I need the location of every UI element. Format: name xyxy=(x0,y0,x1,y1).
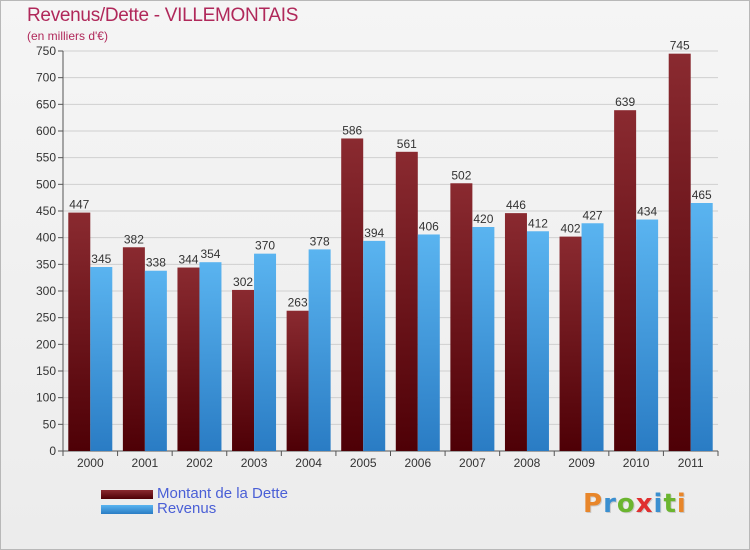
y-tick-label: 0 xyxy=(49,444,56,458)
legend-swatch-dette xyxy=(101,490,153,499)
x-tick-label: 2002 xyxy=(186,456,213,470)
bar-dette xyxy=(177,267,200,451)
bar-dette xyxy=(68,212,91,451)
bar-dette xyxy=(395,151,418,452)
x-tick-label: 2011 xyxy=(678,456,704,470)
y-tick-label: 250 xyxy=(36,311,56,325)
data-label: 378 xyxy=(310,234,330,248)
bar-dette xyxy=(232,289,255,451)
y-tick-label: 50 xyxy=(43,417,57,431)
y-tick-label: 100 xyxy=(36,391,56,405)
data-label: 434 xyxy=(637,205,657,219)
bars xyxy=(68,53,713,452)
data-label: 370 xyxy=(255,239,275,253)
data-label: 406 xyxy=(419,219,439,233)
x-tick-label: 2008 xyxy=(514,456,541,470)
data-label: 263 xyxy=(288,296,308,310)
y-tick-label: 700 xyxy=(36,71,56,85)
y-tick-label: 650 xyxy=(36,97,56,111)
bar-dette xyxy=(341,138,364,451)
bar-dette xyxy=(504,213,527,451)
legend-label-revenus: Revenus xyxy=(157,500,217,517)
y-tick-label: 450 xyxy=(36,204,56,218)
bar-revenus xyxy=(90,267,113,451)
logo-letter: P xyxy=(583,489,604,519)
y-tick-label: 750 xyxy=(36,44,56,58)
data-label: 402 xyxy=(561,222,581,236)
data-label: 382 xyxy=(124,232,144,246)
bar-dette xyxy=(450,183,473,451)
y-tick-label: 150 xyxy=(36,364,56,378)
y-tick-label: 200 xyxy=(36,337,56,351)
logo-letter: o xyxy=(616,489,636,519)
logo-letter: x xyxy=(635,489,654,519)
data-label: 338 xyxy=(146,256,166,270)
x-tick-label: 2009 xyxy=(568,456,595,470)
axes: 0 50 100 150 200 250 300 350 400 450 500 550 600 650 7… xyxy=(36,44,719,470)
bar-revenus xyxy=(254,253,277,451)
logo-letter: i xyxy=(676,489,687,519)
bar-dette xyxy=(559,236,582,451)
bar-revenus xyxy=(472,227,495,451)
legend-label-dette: Montant de la Dette xyxy=(157,485,288,502)
data-label: 427 xyxy=(583,208,603,222)
data-label: 465 xyxy=(692,188,712,202)
bar-revenus xyxy=(144,270,167,451)
data-label: 394 xyxy=(364,226,384,240)
bar-revenus xyxy=(526,231,549,451)
data-label: 447 xyxy=(69,198,89,212)
data-label: 345 xyxy=(91,252,111,266)
proxiti-logo: Proxiti xyxy=(583,489,687,519)
data-label: 561 xyxy=(397,137,417,151)
x-tick-label: 2004 xyxy=(295,456,322,470)
x-tick-label: 2001 xyxy=(132,456,159,470)
bar-dette xyxy=(286,310,309,451)
x-tick-label: 2005 xyxy=(350,456,377,470)
x-tick-label: 2010 xyxy=(623,456,650,470)
data-label: 639 xyxy=(615,95,635,109)
data-label: 502 xyxy=(451,168,471,182)
logo-letter: i xyxy=(653,489,664,519)
y-tick-label: 550 xyxy=(36,151,56,165)
data-label: 446 xyxy=(506,198,526,212)
bar-dette xyxy=(614,110,637,451)
logo-letter: r xyxy=(603,489,617,519)
x-tick-label: 2000 xyxy=(77,456,104,470)
grid-lines xyxy=(63,50,718,452)
y-tick-label: 500 xyxy=(36,177,56,191)
data-label: 412 xyxy=(528,216,548,230)
x-tick-label: 2003 xyxy=(241,456,268,470)
data-label: 586 xyxy=(342,123,362,137)
data-label: 354 xyxy=(200,247,220,261)
chart-title: Revenus/Dette - VILLEMONTAIS xyxy=(27,5,299,26)
y-tick-label: 600 xyxy=(36,124,56,138)
y-tick-label: 300 xyxy=(36,284,56,298)
bar-revenus xyxy=(199,262,222,451)
bar-revenus xyxy=(690,203,713,451)
chart-unit-label: (en milliers d'€) xyxy=(27,29,108,43)
data-label: 344 xyxy=(178,253,198,267)
legend-swatch-revenus xyxy=(101,505,153,514)
x-tick-label: 2006 xyxy=(404,456,431,470)
bar-revenus xyxy=(581,223,604,451)
bar-dette xyxy=(122,247,145,451)
data-label: 302 xyxy=(233,275,253,289)
logo-letter: t xyxy=(663,489,677,519)
bar-dette xyxy=(668,53,691,452)
y-tick-label: 350 xyxy=(36,257,56,271)
data-label: 420 xyxy=(473,212,493,226)
bar-revenus xyxy=(363,240,386,451)
bar-revenus xyxy=(308,249,331,451)
data-label: 745 xyxy=(670,39,690,53)
x-tick-label: 2007 xyxy=(459,456,486,470)
y-tick-label: 400 xyxy=(36,231,56,245)
bar-revenus xyxy=(636,219,659,451)
bar-revenus xyxy=(417,234,440,451)
